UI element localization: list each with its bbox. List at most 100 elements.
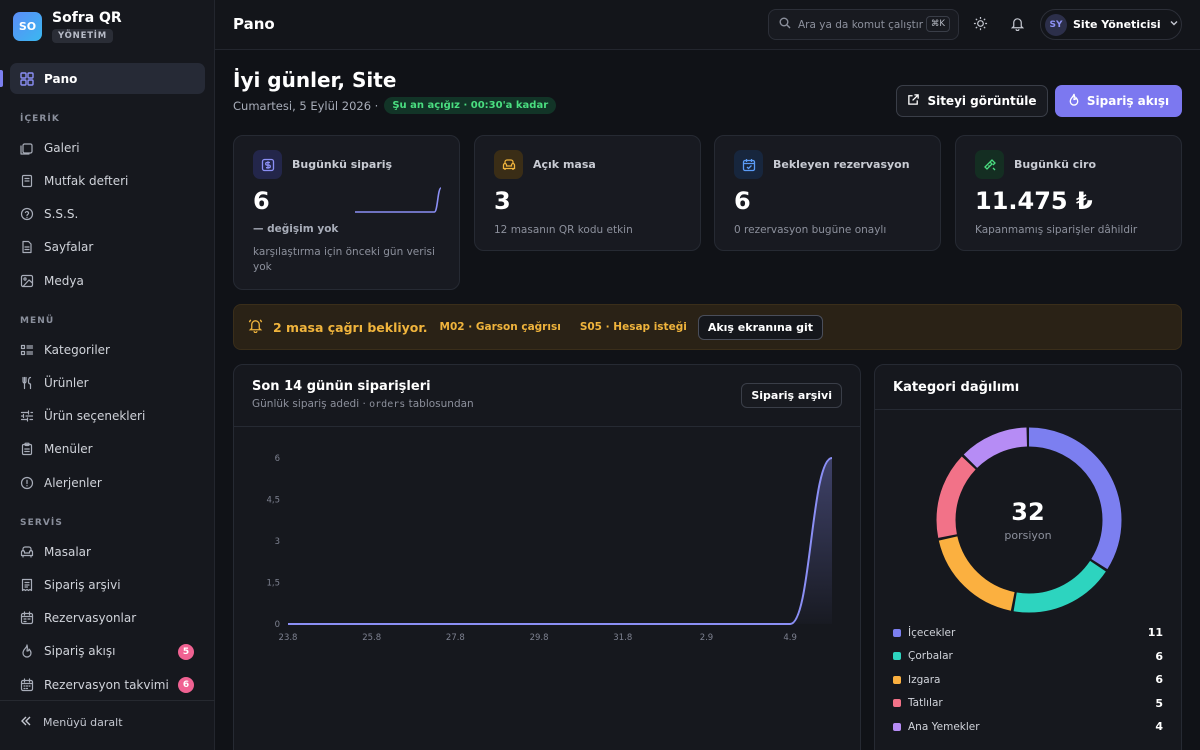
current-date: Cumartesi, 5 Eylül 2026 · xyxy=(233,98,379,113)
stat-value: 6 xyxy=(734,187,751,215)
sidebar-item-label: Medya xyxy=(44,273,84,288)
x-tick-label: 29.8 xyxy=(530,633,549,643)
stat-sub: Kapanmamış siparişler dâhildir xyxy=(975,224,1138,236)
sidebar-item-label: Rezervasyon takvimi xyxy=(44,677,169,692)
legend-item: Izgara 6 xyxy=(893,673,1163,686)
theme-toggle-icon[interactable] xyxy=(973,16,988,35)
sidebar-item[interactable]: Sipariş arşivi xyxy=(10,569,205,600)
legend-value: 4 xyxy=(1155,720,1163,733)
grid-icon xyxy=(20,71,34,86)
order-archive-button[interactable]: Sipariş arşivi xyxy=(741,383,842,408)
sidebar-item-label: Sayfalar xyxy=(44,240,94,255)
bell-icon[interactable] xyxy=(1010,16,1025,35)
panel-title: Son 14 günün siparişleri xyxy=(252,379,431,394)
sidebar-item-label: Sipariş akışı xyxy=(44,644,116,659)
legend-swatch xyxy=(893,652,901,660)
donut-unit: porsiyon xyxy=(1004,529,1052,542)
legend-swatch xyxy=(893,699,901,707)
user-name: Site Yöneticisi xyxy=(1073,18,1161,31)
sidebar-item[interactable]: Medya xyxy=(10,265,205,296)
legend-value: 5 xyxy=(1155,696,1163,710)
sparkline xyxy=(354,187,442,213)
legend-label: Ana Yemekler xyxy=(908,720,980,733)
topbar: Pano Ara ya da komut çalıştır ⌘K SY Site… xyxy=(215,0,1200,50)
alert-item[interactable]: S05 · Hesap isteği xyxy=(579,321,687,333)
search-placeholder: Ara ya da komut çalıştır xyxy=(798,18,924,31)
page-title: Pano xyxy=(233,15,275,33)
orders-chart: 0 1,5 3 4,5 6 23.8 25.8 27.8 29.8 31.8 2.9 4.9 xyxy=(266,454,833,643)
sidebar-item[interactable]: Rezervasyonlar xyxy=(10,603,205,634)
stat-value: 11.475 ₺ xyxy=(975,187,1093,215)
y-tick-label: 0 xyxy=(275,620,280,630)
search-icon xyxy=(779,17,791,32)
legend-value: 6 xyxy=(1155,673,1163,686)
category-donut-chart xyxy=(936,427,1122,613)
alert-item[interactable]: M02 · Garson çağrısı xyxy=(439,321,561,333)
sidebar-item[interactable]: Masalar xyxy=(10,536,205,567)
panel-subtitle: Günlük sipariş adedi · orders tablosunda… xyxy=(252,398,474,410)
y-tick-label: 4,5 xyxy=(266,496,280,506)
stat-card-orders: Bugünkü sipariş 6 — değişim yok karşılaş… xyxy=(233,135,460,290)
brand-logo: SO xyxy=(13,12,42,41)
stat-card-revenue: Bugünkü ciro 11.475 ₺ Kapanmamış sipariş… xyxy=(955,135,1182,251)
x-tick-label: 31.8 xyxy=(613,633,632,643)
utensils-icon xyxy=(20,376,34,390)
chevron-down-icon xyxy=(1169,18,1179,31)
stat-label: Bekleyen rezervasyon xyxy=(773,158,910,171)
stat-label: Açık masa xyxy=(533,158,596,171)
calendar-check-icon xyxy=(734,150,763,179)
donut-slice xyxy=(936,427,1122,613)
greeting: İyi günler, Site xyxy=(233,68,397,92)
y-tick-label: 3 xyxy=(275,537,280,547)
stat-card-open-tables: Açık masa 3 12 masanın QR kodu etkin xyxy=(474,135,701,251)
legend-label: Çorbalar xyxy=(908,650,953,662)
donut-total: 32 xyxy=(1011,498,1045,526)
sidebar-item[interactable]: Ürün seçenekleri xyxy=(10,401,205,432)
date-line: Cumartesi, 5 Eylül 2026 · Şu an açığız ·… xyxy=(233,97,557,114)
brand[interactable]: SO Sofra QR YÖNETİM xyxy=(13,10,122,43)
chevrons-left-icon xyxy=(20,715,32,730)
external-link-icon xyxy=(907,93,920,109)
go-to-flow-button[interactable]: Akış ekranına git xyxy=(697,314,823,340)
sidebar-item[interactable]: Alerjenler xyxy=(10,467,205,498)
list-icon xyxy=(20,343,34,357)
sidebar-item[interactable]: Sayfalar xyxy=(10,232,205,263)
calendar-icon xyxy=(20,611,34,625)
orders-chart-panel: Son 14 günün siparişleri Günlük sipariş … xyxy=(233,364,861,750)
sidebar-item[interactable]: S.S.S. xyxy=(10,199,205,230)
brand-name: Sofra QR xyxy=(52,10,122,26)
search-input[interactable]: Ara ya da komut çalıştır ⌘K xyxy=(768,9,959,40)
sidebar-item-label: Menüler xyxy=(44,442,93,457)
legend-label: İçecekler xyxy=(908,626,956,639)
series-line xyxy=(288,457,833,625)
sidebar-item[interactable]: Menüler xyxy=(10,434,205,465)
legend-item: İçecekler 11 xyxy=(893,626,1163,639)
legend-value: 6 xyxy=(1155,649,1163,663)
y-tick-label: 6 xyxy=(275,454,280,464)
collapse-menu-button[interactable]: Menüyü daralt xyxy=(20,715,123,730)
stat-value: 3 xyxy=(494,187,511,215)
sidebar-item[interactable]: Sipariş akışı 5 xyxy=(10,636,205,667)
x-tick-label: 2.9 xyxy=(700,633,714,643)
view-site-button[interactable]: Siteyi görüntüle xyxy=(896,85,1048,117)
dollar-icon xyxy=(253,150,282,179)
stat-delta: — değişim yok xyxy=(253,223,339,235)
legend-label: Tatlılar xyxy=(908,697,943,709)
stat-label: Bugünkü sipariş xyxy=(292,158,393,171)
sofa-icon xyxy=(494,150,523,179)
x-tick-label: 4.9 xyxy=(783,633,797,643)
sidebar-item[interactable]: Kategoriler xyxy=(10,334,205,365)
order-flow-button[interactable]: Sipariş akışı xyxy=(1055,85,1182,117)
user-menu[interactable]: SY Site Yöneticisi xyxy=(1040,9,1182,40)
sidebar-item[interactable]: Galeri xyxy=(10,132,205,163)
sidebar-item-label: Kategoriler xyxy=(44,342,110,357)
sidebar-item[interactable]: Mutfak defteri xyxy=(10,165,205,196)
page-icon xyxy=(20,240,34,254)
sidebar-item-pano[interactable]: Pano xyxy=(0,63,205,94)
sidebar-item[interactable]: Rezervasyon takvimi 6 xyxy=(10,669,205,700)
sidebar-item[interactable]: Ürünler xyxy=(10,367,205,398)
legend-swatch xyxy=(893,675,901,684)
category-panel: Kategori dağılımı 32 porsiyon İçecekler 1… xyxy=(874,364,1182,750)
y-tick-label: 1,5 xyxy=(266,579,280,589)
stat-sub: karşılaştırma için önceki gün verisi yok xyxy=(253,246,435,273)
